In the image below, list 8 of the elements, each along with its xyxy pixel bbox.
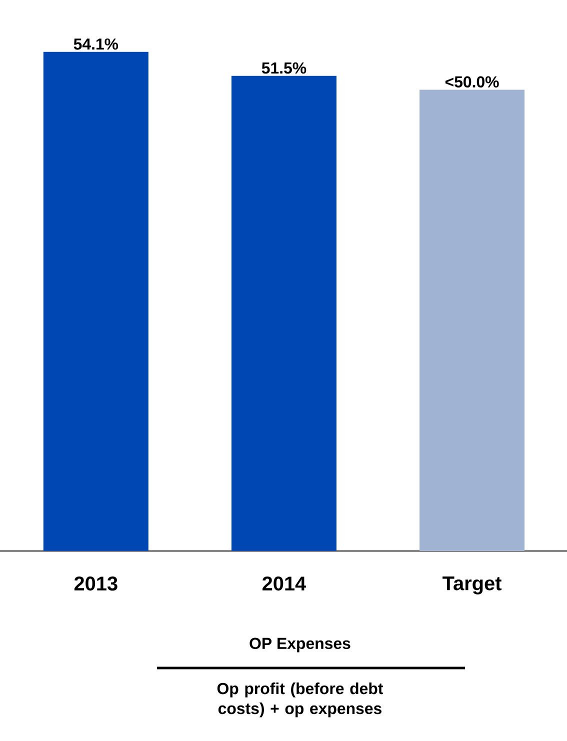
text: Op profit (before debt costs) + op expenses [217, 682, 384, 718]
x-tick-label: 2013 [74, 576, 118, 591]
data-label: 51.5% [262, 62, 306, 74]
x-tick-label: 2014 [262, 576, 306, 591]
text: OP Expenses [250, 638, 350, 652]
data-label: <50.0% [445, 76, 499, 88]
x-tick-label: Target [442, 576, 502, 594]
data-label: 54.1% [74, 38, 118, 50]
